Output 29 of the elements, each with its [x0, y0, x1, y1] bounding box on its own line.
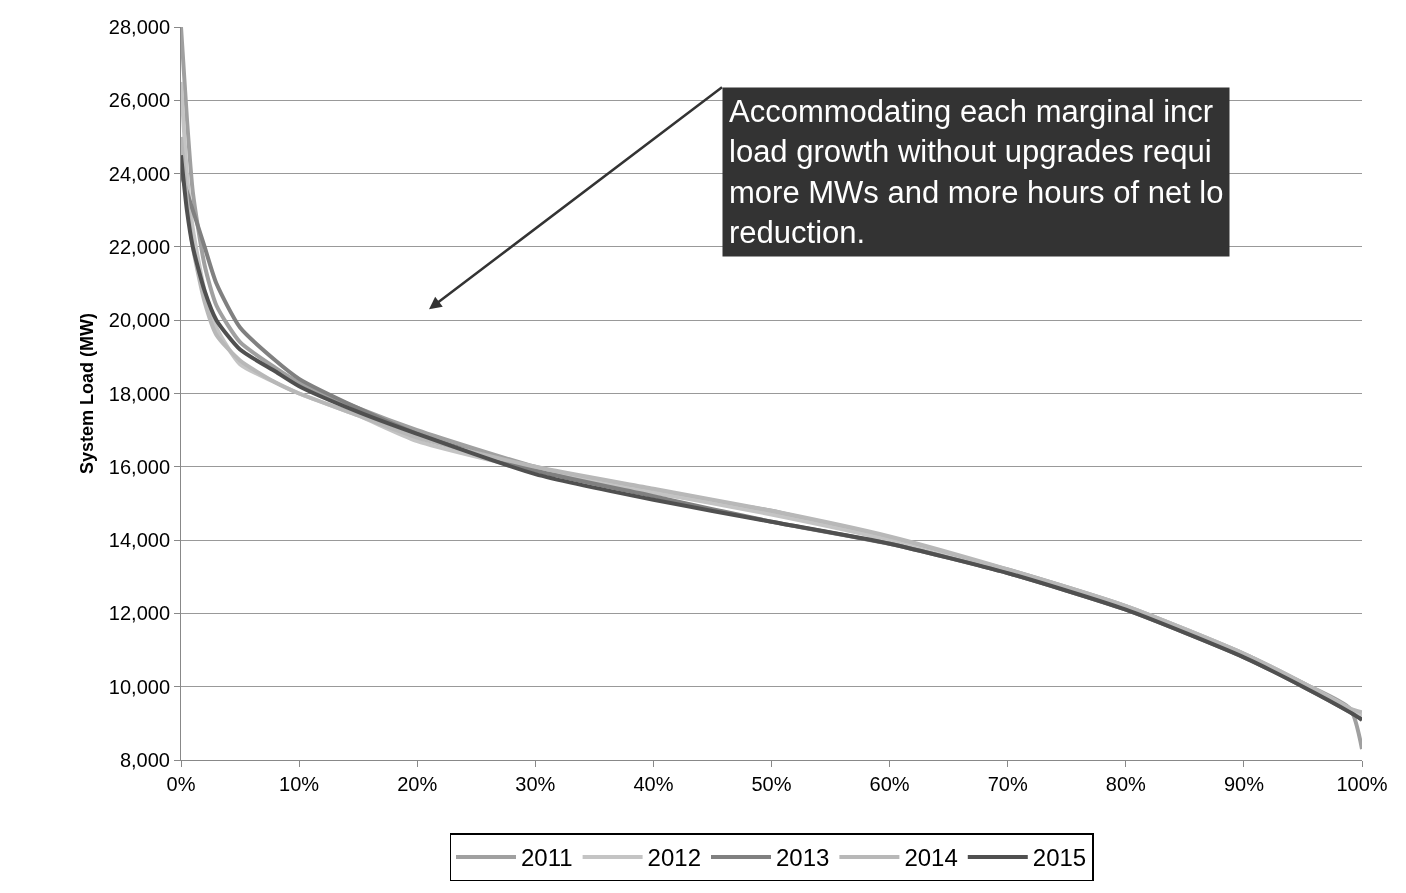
y-tick-label: 16,000: [108, 455, 170, 478]
x-tick-label: 50%: [751, 773, 792, 795]
annotation: Accommodating each marginal incr load growth without upgrades requi more MWs and more hours of net lo reduction.: [729, 94, 1224, 250]
x-tick-label: 60%: [869, 773, 910, 795]
legend-label: 2013: [776, 844, 830, 872]
y-tick-label: 22,000: [108, 235, 170, 258]
y-tick-label: 24,000: [108, 162, 170, 185]
x-tick-label: 10%: [279, 773, 320, 795]
x-tick-label: 70%: [987, 773, 1028, 795]
y-axis-title: System Load (MW): [77, 312, 98, 475]
y-tick-label: 26,000: [108, 89, 170, 112]
x-tick-label: 80%: [1105, 773, 1147, 795]
legend-label: 2015: [1032, 844, 1087, 872]
legend-label: 2012: [647, 844, 701, 872]
x-tick-label: 20%: [397, 773, 438, 795]
x-tick-label: 30%: [515, 773, 556, 795]
y-tick-label: 14,000: [108, 529, 170, 552]
y-tick-label: 10,000: [108, 675, 170, 698]
x-tick-label: 40%: [633, 773, 674, 795]
y-tick-label: 20,000: [108, 309, 170, 332]
y-tick-label: 12,000: [108, 602, 170, 625]
y-tick-label: 18,000: [108, 382, 170, 405]
x-tick-label: 90%: [1223, 773, 1265, 795]
y-tick-label: 28,000: [108, 16, 170, 38]
legend-label: 2014: [904, 844, 958, 872]
legend-label: 2011: [521, 844, 573, 872]
x-tick-label: 0%: [166, 773, 196, 795]
y-tick-label: 8,000: [119, 749, 170, 771]
x-tick-label: 100%: [1336, 773, 1388, 795]
